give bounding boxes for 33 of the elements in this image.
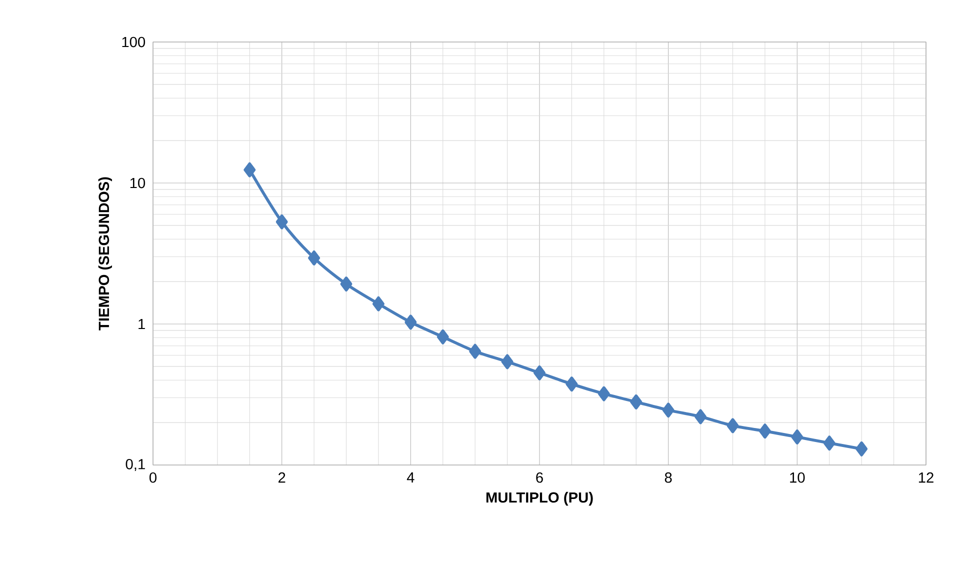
x-tick-label: 10 [790,472,805,483]
point [758,424,771,439]
point [694,409,707,424]
point [823,436,836,451]
point [566,376,578,392]
x-tick-label: 6 [536,472,543,483]
x-tick-label: 8 [664,472,672,483]
point [469,344,482,359]
point [630,394,642,410]
y-tick-label: 10 [130,178,146,188]
x-axis-title: MULTIPLO (PU) [486,492,593,506]
y-tick-label: 100 [122,36,146,48]
point [436,329,449,344]
y-tick-label: 0,1 [126,458,145,472]
point [791,430,804,444]
y-tick-label: 1 [138,318,145,330]
point [340,276,352,292]
point [534,365,546,380]
point [404,314,417,330]
point [856,441,868,456]
point [501,354,514,370]
point [244,162,256,178]
point [308,250,320,266]
y-axis-title: TIEMPO (SEGUNDOS) [98,177,112,330]
point [726,418,739,434]
x-tick-label: 2 [278,472,286,483]
x-tick-label: 0 [149,472,156,483]
x-tick-label: 12 [918,472,934,483]
point [598,386,610,402]
point [372,296,384,312]
x-tick-label: 4 [406,472,414,482]
point [276,214,288,230]
point [662,402,674,418]
